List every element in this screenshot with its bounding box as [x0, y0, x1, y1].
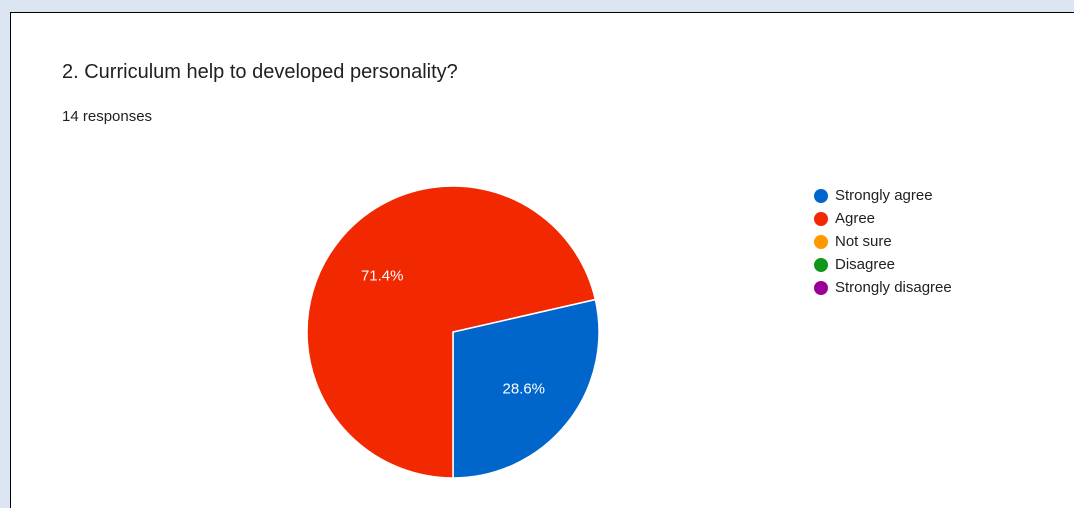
legend-swatch-strongly-agree — [814, 188, 828, 203]
legend-item-strongly-disagree[interactable]: Strongly disagree — [814, 276, 952, 299]
legend-swatch-agree — [814, 211, 828, 226]
legend-item-strongly-agree[interactable]: Strongly agree — [814, 184, 952, 207]
pie-slice-strongly-agree[interactable] — [452, 298, 600, 479]
pie-slice-agree[interactable] — [306, 185, 597, 479]
legend-label-not-sure: Not sure — [835, 233, 892, 250]
legend-item-not-sure[interactable]: Not sure — [814, 230, 952, 253]
legend-label-agree: Agree — [835, 210, 876, 227]
legend-item-agree[interactable]: Agree — [814, 207, 952, 230]
chart-card: 2. Curriculum help to developed personal… — [10, 12, 1074, 508]
legend-label-disagree: Disagree — [835, 256, 896, 273]
question-title: 2. Curriculum help to developed personal… — [62, 61, 458, 83]
legend-swatch-strongly-disagree — [814, 280, 828, 295]
pie-label-agree: 71.4% — [361, 268, 404, 285]
legend-swatch-disagree — [814, 257, 828, 272]
response-count: 14 responses — [62, 108, 153, 125]
pie-label-strongly-agree: 28.6% — [502, 380, 545, 397]
legend-label-strongly-agree: Strongly agree — [835, 187, 933, 204]
legend-swatch-not-sure — [814, 234, 828, 249]
chart-legend: Strongly agree Agree Not sure Disagree Stron… — [814, 184, 952, 299]
legend-item-disagree[interactable]: Disagree — [814, 253, 952, 276]
pie-chart: 28.6% 71.4% — [306, 185, 600, 479]
legend-label-strongly-disagree: Strongly disagree — [835, 279, 952, 296]
